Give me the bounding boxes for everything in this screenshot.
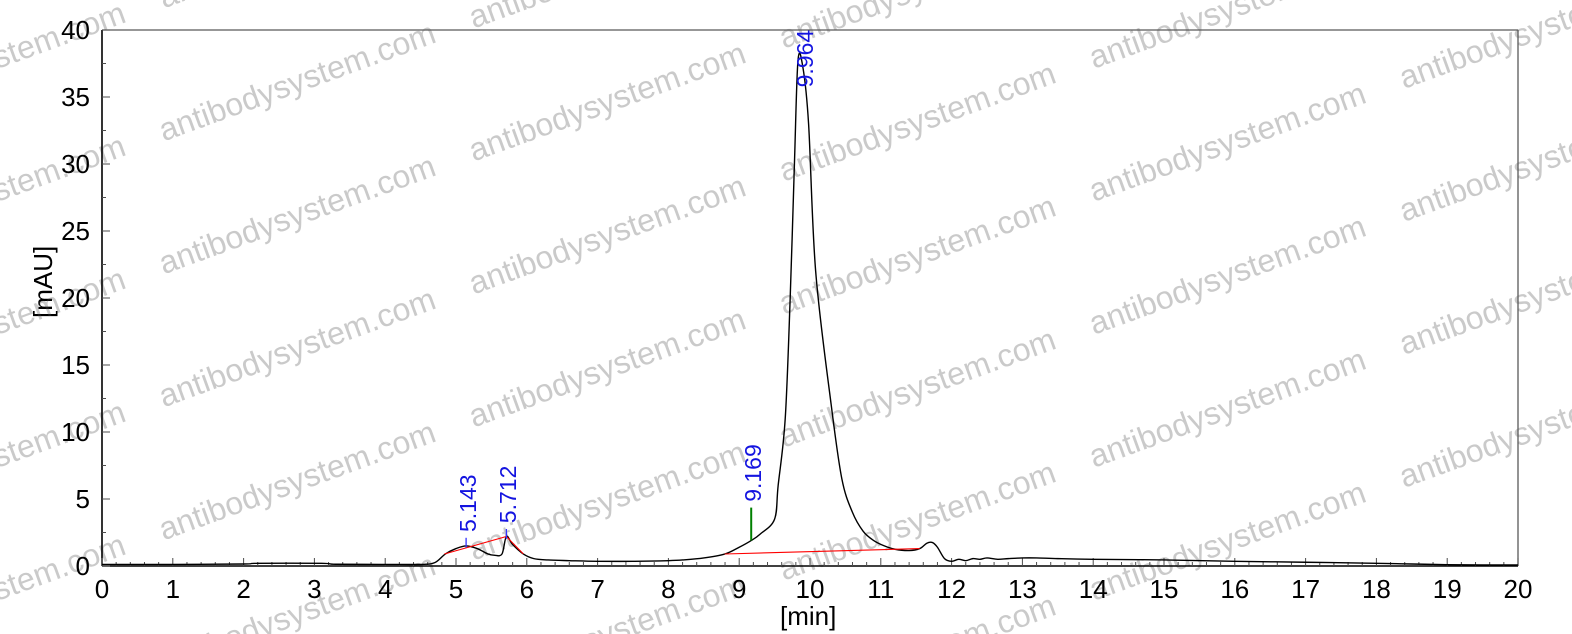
svg-text:20: 20 bbox=[61, 283, 90, 313]
svg-text:2: 2 bbox=[236, 574, 250, 604]
svg-text:15: 15 bbox=[1150, 574, 1179, 604]
svg-text:25: 25 bbox=[61, 216, 90, 246]
svg-text:35: 35 bbox=[61, 82, 90, 112]
svg-text:11: 11 bbox=[867, 574, 894, 604]
svg-text:9.169: 9.169 bbox=[740, 444, 766, 502]
svg-text:7: 7 bbox=[590, 574, 604, 604]
svg-text:6: 6 bbox=[520, 574, 534, 604]
svg-text:5: 5 bbox=[449, 574, 463, 604]
svg-text:3: 3 bbox=[307, 574, 321, 604]
svg-text:20: 20 bbox=[1504, 574, 1533, 604]
svg-text:10: 10 bbox=[796, 574, 825, 604]
svg-text:17: 17 bbox=[1291, 574, 1320, 604]
svg-text:5.712: 5.712 bbox=[495, 466, 521, 524]
svg-text:5.143: 5.143 bbox=[455, 474, 481, 532]
svg-text:15: 15 bbox=[61, 350, 90, 380]
svg-text:4: 4 bbox=[378, 574, 392, 604]
svg-text:0: 0 bbox=[95, 574, 109, 604]
svg-text:0: 0 bbox=[76, 551, 90, 581]
svg-text:10: 10 bbox=[61, 417, 90, 447]
svg-text:14: 14 bbox=[1079, 574, 1108, 604]
svg-text:16: 16 bbox=[1220, 574, 1249, 604]
svg-text:18: 18 bbox=[1362, 574, 1391, 604]
svg-text:30: 30 bbox=[61, 149, 90, 179]
svg-text:1: 1 bbox=[166, 574, 180, 604]
svg-text:13: 13 bbox=[1008, 574, 1037, 604]
svg-text:5: 5 bbox=[76, 484, 90, 514]
svg-text:19: 19 bbox=[1433, 574, 1462, 604]
svg-text:9.964: 9.964 bbox=[792, 30, 818, 88]
svg-text:9: 9 bbox=[732, 574, 746, 604]
svg-text:8: 8 bbox=[661, 574, 675, 604]
svg-text:40: 40 bbox=[61, 15, 90, 45]
svg-text:12: 12 bbox=[937, 574, 966, 604]
